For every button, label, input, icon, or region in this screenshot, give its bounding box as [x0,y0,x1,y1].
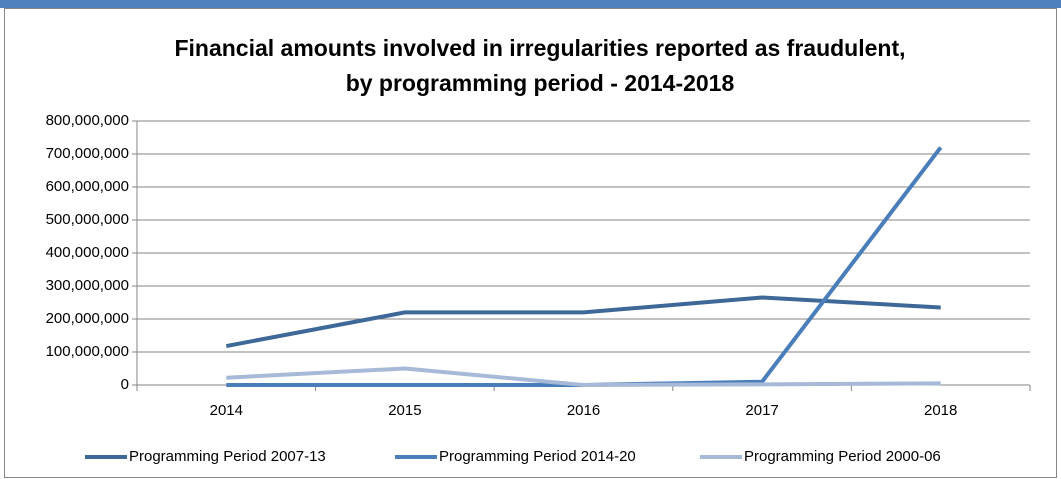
y-tick-label: 800,000,000 [46,112,129,129]
y-tick-label: 400,000,000 [46,244,129,261]
header-strip [0,0,1061,8]
series-line [226,366,941,387]
y-tick-label: 200,000,000 [46,310,129,327]
x-tick-label: 2018 [924,402,957,419]
x-tick-label: 2014 [210,402,243,419]
y-tick-label: 600,000,000 [46,178,129,195]
chart-title: by programming period - 2014-2018 [346,70,735,96]
x-tick-label: 2015 [388,402,421,419]
x-tick-label: 2017 [745,402,778,419]
chart-title: Financial amounts involved in irregulari… [174,35,905,61]
legend-label: Programming Period 2014-20 [439,448,636,465]
y-tick-label: 300,000,000 [46,277,129,294]
y-tick-label: 0 [121,376,129,393]
chart-border [4,8,1057,478]
legend-label: Programming Period 2007-13 [129,448,326,465]
y-tick-label: 700,000,000 [46,145,129,162]
legend-label: Programming Period 2000-06 [744,448,941,465]
x-tick-label: 2016 [567,402,600,419]
y-tick-label: 500,000,000 [46,211,129,228]
y-tick-label: 100,000,000 [46,343,129,360]
